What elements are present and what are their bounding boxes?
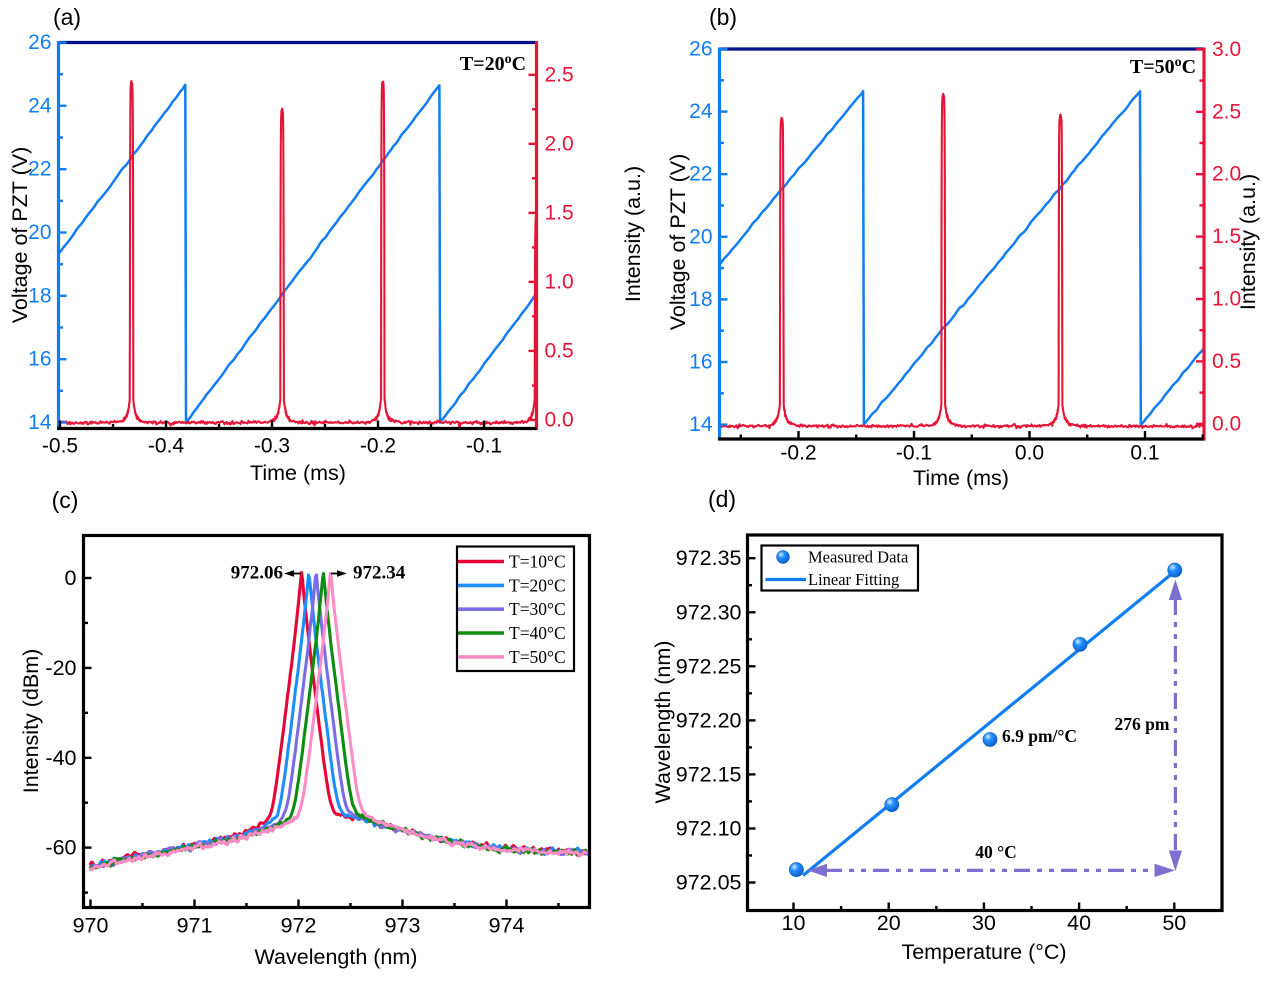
svg-text:(d): (d) <box>708 486 736 512</box>
svg-text:2.5: 2.5 <box>545 63 574 86</box>
svg-text:-60: -60 <box>45 836 76 860</box>
svg-text:(a): (a) <box>53 4 81 30</box>
svg-text:0.0: 0.0 <box>545 409 574 432</box>
svg-text:18: 18 <box>28 284 51 307</box>
svg-text:2.5: 2.5 <box>1212 100 1241 123</box>
svg-text:T=20°C: T=20°C <box>509 575 566 595</box>
svg-text:24: 24 <box>689 100 713 123</box>
svg-text:974: 974 <box>489 914 525 938</box>
svg-text:40 °C: 40 °C <box>975 842 1017 862</box>
svg-text:T=30°C: T=30°C <box>509 599 566 619</box>
svg-text:Time (ms): Time (ms) <box>250 461 346 485</box>
svg-text:-0.1: -0.1 <box>896 442 932 465</box>
svg-text:1.0: 1.0 <box>1212 288 1241 311</box>
svg-text:22: 22 <box>689 163 712 186</box>
svg-text:1.0: 1.0 <box>545 270 574 293</box>
svg-text:T=50oC: T=50oC <box>1130 55 1196 79</box>
svg-text:T=40°C: T=40°C <box>509 623 566 643</box>
svg-text:971: 971 <box>177 914 213 938</box>
svg-text:970: 970 <box>73 914 109 938</box>
svg-text:972.25: 972.25 <box>676 654 742 678</box>
svg-text:972.15: 972.15 <box>676 762 742 786</box>
svg-text:Wavelength (nm): Wavelength (nm) <box>255 945 418 969</box>
svg-text:20: 20 <box>877 911 901 935</box>
svg-text:0.5: 0.5 <box>1212 350 1241 373</box>
svg-text:973: 973 <box>385 914 421 938</box>
svg-text:30: 30 <box>972 911 996 935</box>
svg-text:26: 26 <box>689 38 712 61</box>
svg-text:50: 50 <box>1162 911 1186 935</box>
svg-text:10: 10 <box>782 911 806 935</box>
svg-text:276 pm: 276 pm <box>1115 714 1170 734</box>
svg-text:972.34: 972.34 <box>353 563 406 584</box>
svg-text:-20: -20 <box>45 656 76 680</box>
svg-text:3.0: 3.0 <box>1212 38 1241 61</box>
svg-text:972.35: 972.35 <box>676 546 742 570</box>
svg-text:-0.1: -0.1 <box>466 435 502 458</box>
svg-text:Linear Fitting: Linear Fitting <box>808 570 899 589</box>
svg-text:Voltage of PZT (V): Voltage of PZT (V) <box>8 147 32 323</box>
svg-text:22: 22 <box>28 158 51 181</box>
svg-text:Wavelength (nm): Wavelength (nm) <box>651 641 675 804</box>
svg-text:0.0: 0.0 <box>1015 442 1044 465</box>
svg-text:-0.2: -0.2 <box>360 435 396 458</box>
svg-text:1.5: 1.5 <box>1212 225 1241 248</box>
svg-text:(b): (b) <box>709 4 737 30</box>
svg-text:972.05: 972.05 <box>676 871 742 895</box>
svg-text:T=10°C: T=10°C <box>509 552 566 572</box>
svg-text:16: 16 <box>28 348 51 371</box>
svg-text:14: 14 <box>689 413 713 436</box>
svg-text:20: 20 <box>689 225 712 248</box>
svg-text:Intensity (dBm): Intensity (dBm) <box>19 649 43 794</box>
svg-text:-0.2: -0.2 <box>780 442 816 465</box>
svg-text:40: 40 <box>1067 911 1091 935</box>
svg-text:Measured Data: Measured Data <box>808 548 909 567</box>
svg-text:T=20oC: T=20oC <box>460 52 526 76</box>
svg-text:T=50°C: T=50°C <box>509 647 566 667</box>
svg-text:-0.5: -0.5 <box>42 435 78 458</box>
svg-text:1.5: 1.5 <box>545 201 574 224</box>
svg-text:6.9 pm/°C: 6.9 pm/°C <box>1002 726 1077 746</box>
svg-text:0: 0 <box>65 566 77 590</box>
svg-text:Intensity (a.u.): Intensity (a.u.) <box>621 166 645 302</box>
svg-text:-0.4: -0.4 <box>148 435 185 458</box>
svg-text:2.0: 2.0 <box>1212 163 1241 186</box>
svg-text:Time (ms): Time (ms) <box>913 466 1009 490</box>
svg-text:-0.3: -0.3 <box>254 435 290 458</box>
svg-text:Voltage of PZT (V): Voltage of PZT (V) <box>666 154 690 330</box>
svg-text:16: 16 <box>689 351 712 374</box>
svg-text:18: 18 <box>689 288 712 311</box>
svg-text:-40: -40 <box>45 746 76 770</box>
svg-text:2.0: 2.0 <box>545 132 574 155</box>
svg-text:Intensity (a.u.): Intensity (a.u.) <box>1236 174 1260 310</box>
svg-text:14: 14 <box>28 411 52 434</box>
svg-text:972.10: 972.10 <box>676 817 742 841</box>
svg-text:972.20: 972.20 <box>676 708 742 732</box>
svg-text:972.06: 972.06 <box>231 563 283 584</box>
svg-text:0.0: 0.0 <box>1212 412 1241 435</box>
svg-text:972: 972 <box>281 914 317 938</box>
svg-text:(c): (c) <box>52 487 79 513</box>
svg-text:0.5: 0.5 <box>545 339 574 362</box>
svg-text:Temperature (°C): Temperature (°C) <box>901 940 1066 964</box>
svg-text:26: 26 <box>28 31 51 54</box>
svg-text:20: 20 <box>28 221 51 244</box>
svg-text:24: 24 <box>28 94 52 117</box>
svg-text:972.30: 972.30 <box>676 600 742 624</box>
svg-text:0.1: 0.1 <box>1130 442 1159 465</box>
